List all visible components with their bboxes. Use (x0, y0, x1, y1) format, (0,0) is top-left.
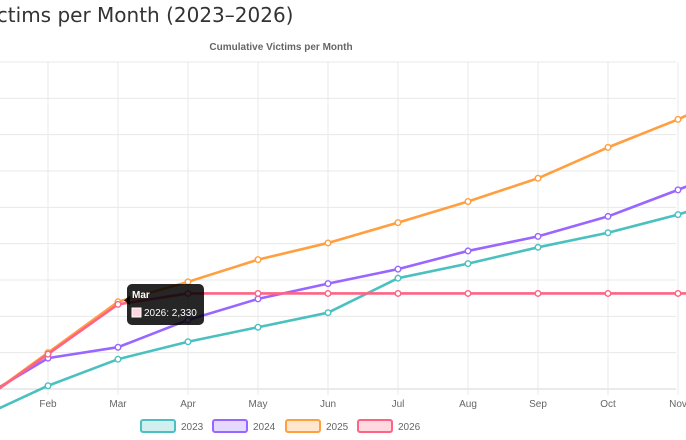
data-point-2025[interactable] (674, 115, 682, 123)
data-point-2024[interactable] (674, 186, 682, 194)
data-point-2023[interactable] (534, 243, 542, 251)
data-point-2026[interactable] (394, 289, 402, 297)
x-tick-label: Jul (392, 399, 405, 410)
data-point-2024[interactable] (604, 212, 612, 220)
data-point-2025[interactable] (604, 143, 612, 151)
x-tick-label: Apr (180, 399, 196, 410)
data-point-2026[interactable] (114, 300, 122, 308)
tooltip-label: 2026: 2,330 (144, 308, 197, 319)
chart-title: Cumulative Victims per Month (209, 42, 352, 53)
data-point-2026[interactable] (604, 289, 612, 297)
series-line-2025 (0, 114, 686, 390)
x-tick-label: Jun (320, 399, 336, 410)
data-point-2024[interactable] (394, 265, 402, 273)
x-tick-label: Oct (600, 399, 616, 410)
tooltip-title: Mar (132, 290, 150, 301)
data-point-2023[interactable] (324, 309, 332, 317)
legend-label-2024[interactable]: 2024 (253, 422, 276, 433)
legend-swatch-2026[interactable] (357, 419, 393, 433)
x-tick-label: Nov (669, 399, 686, 410)
data-point-2025[interactable] (254, 256, 262, 264)
data-point-2025[interactable] (534, 174, 542, 182)
x-tick-label: Feb (39, 399, 57, 410)
data-point-2023[interactable] (674, 211, 682, 219)
legend-swatch-2023[interactable] (140, 419, 176, 433)
data-point-2026[interactable] (464, 289, 472, 297)
data-point-2024[interactable] (464, 247, 472, 255)
legend-label-2026[interactable]: 2026 (398, 422, 421, 433)
data-point-2023[interactable] (394, 274, 402, 282)
data-point-2025[interactable] (394, 219, 402, 227)
data-point-2024[interactable] (324, 280, 332, 288)
data-point-2023[interactable] (604, 229, 612, 237)
data-point-2026[interactable] (254, 289, 262, 297)
data-point-2023[interactable] (254, 323, 262, 331)
data-point-2026[interactable] (674, 289, 682, 297)
page-title: Victims per Month (2023–2026) (0, 3, 294, 27)
legend-label-2025[interactable]: 2025 (326, 422, 349, 433)
data-point-2025[interactable] (324, 239, 332, 247)
data-point-2024[interactable] (114, 343, 122, 351)
x-tick-label: Aug (459, 399, 477, 410)
x-tick-label: May (249, 399, 268, 410)
series-line-2026 (0, 292, 686, 390)
x-tick-label: Mar (109, 399, 127, 410)
legend-swatch-2024[interactable] (212, 419, 248, 433)
data-point-2026[interactable] (324, 289, 332, 297)
data-point-2025[interactable] (184, 278, 192, 286)
data-point-2026[interactable] (534, 289, 542, 297)
data-point-2023[interactable] (184, 338, 192, 346)
data-point-2026[interactable] (44, 350, 52, 358)
data-point-2024[interactable] (534, 232, 542, 240)
data-point-2025[interactable] (464, 198, 472, 206)
x-tick-label: Sep (529, 399, 547, 410)
legend-label-2023[interactable]: 2023 (181, 422, 204, 433)
data-point-2023[interactable] (44, 382, 52, 390)
data-point-2023[interactable] (114, 355, 122, 363)
tooltip-box (127, 284, 204, 325)
tooltip-swatch (131, 307, 142, 318)
legend-swatch-2025[interactable] (285, 419, 321, 433)
series-line-2024 (0, 185, 686, 389)
data-point-2023[interactable] (464, 260, 472, 268)
series-line-2023 (0, 210, 686, 410)
